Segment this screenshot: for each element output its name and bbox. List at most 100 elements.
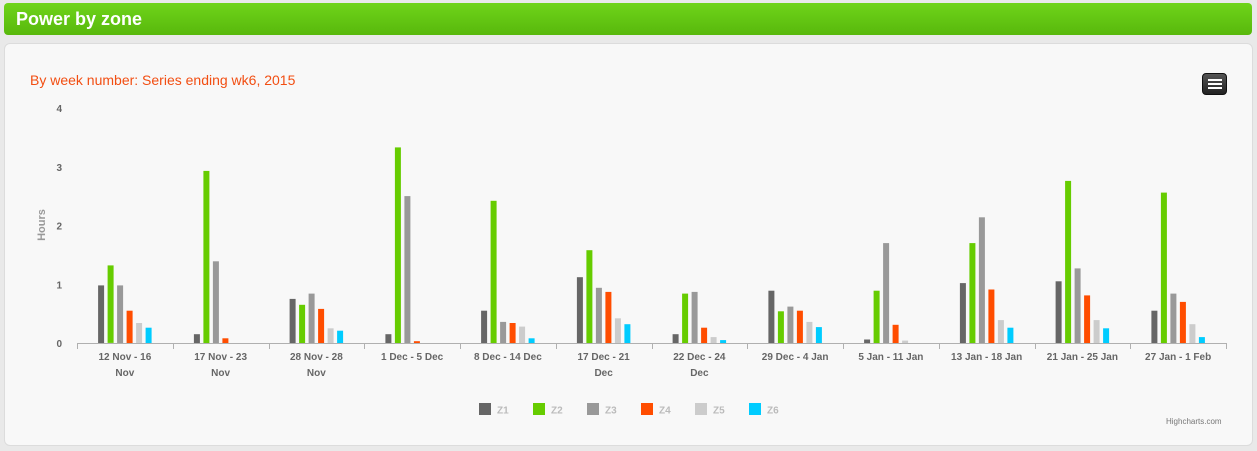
x-tick-label: 21 Jan - 25 Jan	[1047, 352, 1118, 363]
bar-z3	[1074, 268, 1081, 343]
x-tick-label: 5 Jan - 11 Jan	[858, 352, 923, 363]
x-tick-label: Nov	[307, 368, 326, 379]
x-tick-label: 28 Nov - 28	[290, 352, 343, 363]
page-title: Power by zone	[16, 9, 143, 29]
x-tick-label: 17 Dec - 21	[577, 352, 630, 363]
highcharts-credit[interactable]: Highcharts.com	[1166, 417, 1222, 426]
bar-z4	[796, 310, 803, 343]
bar-z3	[595, 287, 602, 343]
bar-z1	[289, 298, 296, 343]
x-tick-label: 17 Nov - 23	[194, 352, 247, 363]
bar-z1	[959, 283, 966, 343]
bar-z4	[413, 341, 420, 343]
header-bar: Power by zone	[4, 3, 1252, 35]
y-tick-label: 3	[56, 163, 62, 174]
bar-z2	[1160, 192, 1167, 343]
bar-z2	[969, 243, 976, 343]
legend-label-z5[interactable]: Z5	[713, 406, 725, 417]
bar-z4	[126, 310, 133, 343]
bar-z1	[481, 310, 488, 343]
bar-z3	[787, 306, 794, 343]
bar-z5	[327, 328, 334, 343]
y-tick-label: 4	[56, 104, 62, 115]
bar-z5	[519, 326, 526, 344]
x-tick-label: Dec	[690, 368, 709, 379]
bar-z3	[212, 261, 219, 343]
bar-z5	[997, 320, 1004, 343]
bar-z1	[193, 334, 200, 343]
bar-z5	[136, 323, 143, 343]
bar-z2	[586, 250, 593, 343]
bar-z2	[203, 170, 210, 343]
bar-z3	[308, 293, 315, 343]
x-tick-label: 27 Jan - 1 Feb	[1145, 352, 1211, 363]
bar-z3	[978, 217, 985, 343]
bar-z1	[864, 339, 871, 343]
bar-z6	[528, 338, 535, 343]
bar-z6	[624, 324, 631, 343]
x-tick-label: Nov	[211, 368, 230, 379]
bar-z2	[1065, 180, 1072, 343]
chart-title: By week number: Series ending wk6, 2015	[30, 72, 296, 88]
y-tick-label: 1	[56, 280, 62, 291]
bar-z3	[404, 196, 411, 343]
bar-z2	[299, 304, 306, 343]
bar-z6	[1103, 328, 1110, 343]
bar-z4	[988, 289, 995, 343]
bar-z1	[98, 285, 105, 343]
legend-swatch-z2[interactable]	[533, 403, 545, 415]
chart-panel	[4, 43, 1253, 446]
x-tick-label: 22 Dec - 24	[673, 352, 726, 363]
bar-z3	[1170, 293, 1177, 343]
y-axis-title: Hours	[36, 209, 48, 241]
legend-label-z4[interactable]: Z4	[659, 406, 671, 417]
bar-z2	[394, 147, 401, 343]
bar-z5	[902, 340, 909, 343]
bar-z2	[873, 290, 880, 343]
bar-z6	[815, 327, 822, 343]
bar-z3	[500, 321, 507, 343]
legend-swatch-z3[interactable]	[587, 403, 599, 415]
legend-swatch-z5[interactable]	[695, 403, 707, 415]
bar-z4	[892, 324, 899, 343]
bar-z5	[806, 321, 813, 343]
bar-z4	[318, 308, 325, 343]
bar-z5	[614, 318, 621, 343]
bar-z5	[1093, 320, 1100, 343]
legend-swatch-z6[interactable]	[749, 403, 761, 415]
bar-z4	[222, 338, 229, 343]
bar-z1	[672, 334, 679, 343]
bar-z4	[1084, 295, 1091, 343]
x-tick-label: 1 Dec - 5 Dec	[381, 352, 444, 363]
x-tick-label: 12 Nov - 16	[98, 352, 151, 363]
bar-z6	[337, 330, 344, 343]
bar-z5	[710, 337, 717, 343]
bar-z4	[509, 323, 516, 343]
bar-z6	[1007, 327, 1014, 343]
bar-z1	[576, 277, 583, 343]
legend-swatch-z4[interactable]	[641, 403, 653, 415]
bar-z3	[883, 243, 890, 343]
bar-z4	[1179, 301, 1186, 343]
legend-swatch-z1[interactable]	[479, 403, 491, 415]
legend-label-z3[interactable]: Z3	[605, 406, 617, 417]
bar-z6	[1198, 337, 1205, 343]
x-tick-label: 8 Dec - 14 Dec	[474, 352, 542, 363]
bar-z2	[107, 265, 114, 343]
legend-label-z2[interactable]: Z2	[551, 406, 563, 417]
x-tick-label: Nov	[115, 368, 134, 379]
bar-z5	[1189, 324, 1196, 343]
x-tick-label: Dec	[594, 368, 613, 379]
hamburger-menu-icon[interactable]	[1202, 73, 1227, 95]
legend-label-z6[interactable]: Z6	[767, 406, 779, 417]
y-tick-label: 0	[56, 339, 62, 350]
y-tick-label: 2	[56, 222, 62, 233]
bar-z1	[768, 290, 775, 343]
bar-z6	[720, 340, 727, 343]
legend-label-z1[interactable]: Z1	[497, 406, 509, 417]
bar-z1	[1055, 281, 1062, 343]
x-tick-label: 13 Jan - 18 Jan	[951, 352, 1022, 363]
bar-z4	[701, 327, 708, 343]
bar-z3	[117, 285, 124, 343]
